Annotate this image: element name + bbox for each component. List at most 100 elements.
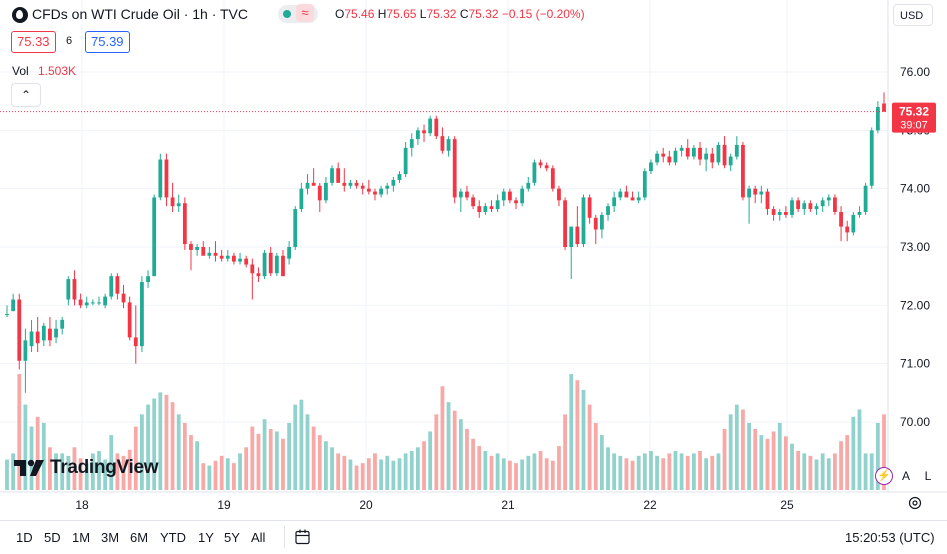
log-scale-button[interactable]: L: [924, 469, 932, 483]
candle-body: [863, 185, 868, 212]
volume-bar: [655, 455, 659, 490]
range-button-3m[interactable]: 3M: [101, 530, 120, 545]
volume-bar: [501, 458, 506, 490]
candle-body: [618, 191, 623, 198]
time-tick-label: 25: [780, 498, 794, 512]
volume-bar: [170, 402, 175, 490]
volume-bar: [507, 460, 512, 490]
volume-bar: [305, 414, 310, 490]
currency-button[interactable]: USD: [893, 4, 933, 26]
volume-bar: [814, 459, 819, 490]
candle-body: [489, 206, 494, 210]
range-button-all[interactable]: All: [251, 530, 266, 545]
candle-body: [428, 118, 433, 134]
candle-body: [146, 276, 150, 282]
range-button-1d[interactable]: 1D: [16, 530, 33, 545]
volume-bar: [317, 435, 322, 490]
candle-body: [336, 168, 341, 183]
volume-bar: [72, 447, 77, 490]
volume-bar: [796, 450, 801, 490]
close-value: 75.32: [468, 7, 499, 21]
price-tick-label: 72.00: [900, 298, 930, 312]
candle-body: [796, 200, 801, 210]
open-value: 75.46: [344, 7, 375, 21]
candle-body: [563, 200, 567, 247]
market-status-pill[interactable]: ≈: [278, 4, 318, 23]
high-label: H: [377, 7, 387, 21]
candle-body: [802, 203, 807, 210]
candle-body: [569, 226, 574, 247]
volume-bar: [851, 416, 856, 490]
settings-gear-icon[interactable]: [908, 496, 922, 510]
candle-body: [790, 200, 794, 215]
volume-bar: [857, 409, 862, 490]
candle-body: [109, 276, 114, 297]
calendar-goto-icon[interactable]: [294, 528, 312, 546]
candle-body: [759, 191, 764, 195]
candle-body: [373, 191, 377, 195]
collapse-legend-button[interactable]: ⌃: [11, 83, 41, 107]
candle-body: [305, 182, 310, 189]
candle-body: [691, 147, 696, 157]
range-button-1y[interactable]: 1Y: [198, 530, 214, 545]
range-button-ytd[interactable]: YTD: [160, 530, 186, 545]
candle-body: [78, 299, 83, 306]
volume-bar: [152, 398, 157, 490]
tradingview-logo-icon: [14, 458, 48, 483]
volume-bar: [691, 453, 696, 490]
symbol-logo-icon: [12, 7, 28, 23]
volume-bar: [863, 453, 868, 490]
price-chart[interactable]: 76.0075.0074.0073.0072.0071.0070.0018192…: [0, 0, 947, 520]
symbol-title[interactable]: CFDs on WTI Crude Oil · 1h · TVC: [32, 6, 249, 22]
candle-body: [507, 191, 512, 201]
range-button-5d[interactable]: 5D: [44, 530, 61, 545]
volume-bar: [287, 422, 292, 490]
volume-bar: [538, 450, 543, 490]
volume-bar: [642, 453, 647, 490]
lightning-icon[interactable]: ⚡: [875, 467, 893, 485]
volume-bar: [630, 460, 635, 490]
candle-body: [409, 139, 414, 148]
candle-body: [557, 188, 561, 201]
candle-body: [458, 191, 463, 198]
volume-bar: [673, 450, 678, 490]
candle-body: [41, 325, 46, 341]
volume-bar: [698, 450, 702, 490]
range-button-1m[interactable]: 1M: [72, 530, 91, 545]
volume-bar: [66, 455, 71, 490]
volume-bar: [679, 453, 684, 490]
range-button-5y[interactable]: 5Y: [224, 530, 240, 545]
volume-bar: [434, 414, 439, 490]
volume-bar: [238, 453, 242, 490]
utc-clock[interactable]: 15:20:53 (UTC): [845, 530, 935, 545]
volume-bar: [477, 446, 482, 490]
candle-body: [152, 197, 157, 277]
volume-bar: [219, 455, 224, 490]
auto-scale-button[interactable]: A: [901, 469, 910, 483]
countdown-label: 39:07: [900, 120, 928, 132]
volume-bar: [765, 438, 770, 490]
candle-body: [495, 200, 500, 210]
time-tick-label: 22: [643, 498, 657, 512]
candle-body: [170, 197, 175, 207]
volume-bar: [416, 447, 420, 490]
candle-body: [385, 185, 390, 189]
volume-bar: [262, 419, 267, 490]
volume-bar: [606, 447, 610, 490]
volume-bar: [330, 447, 334, 490]
volume-bar: [29, 426, 34, 490]
volume-bar: [121, 455, 126, 490]
volume-bar: [514, 463, 518, 490]
volume-bar: [281, 438, 285, 490]
buy-price-button[interactable]: 75.39: [85, 31, 130, 53]
volume-bar: [11, 453, 16, 490]
sell-price-button[interactable]: 75.33: [11, 31, 56, 53]
volume-bar: [324, 441, 328, 490]
volume-bar: [734, 404, 739, 490]
volume-bar: [250, 426, 255, 490]
range-button-6m[interactable]: 6M: [130, 530, 149, 545]
volume-bar: [802, 453, 807, 490]
volume-bar: [311, 426, 316, 490]
candle-body: [133, 337, 138, 347]
candle-body: [550, 168, 555, 189]
